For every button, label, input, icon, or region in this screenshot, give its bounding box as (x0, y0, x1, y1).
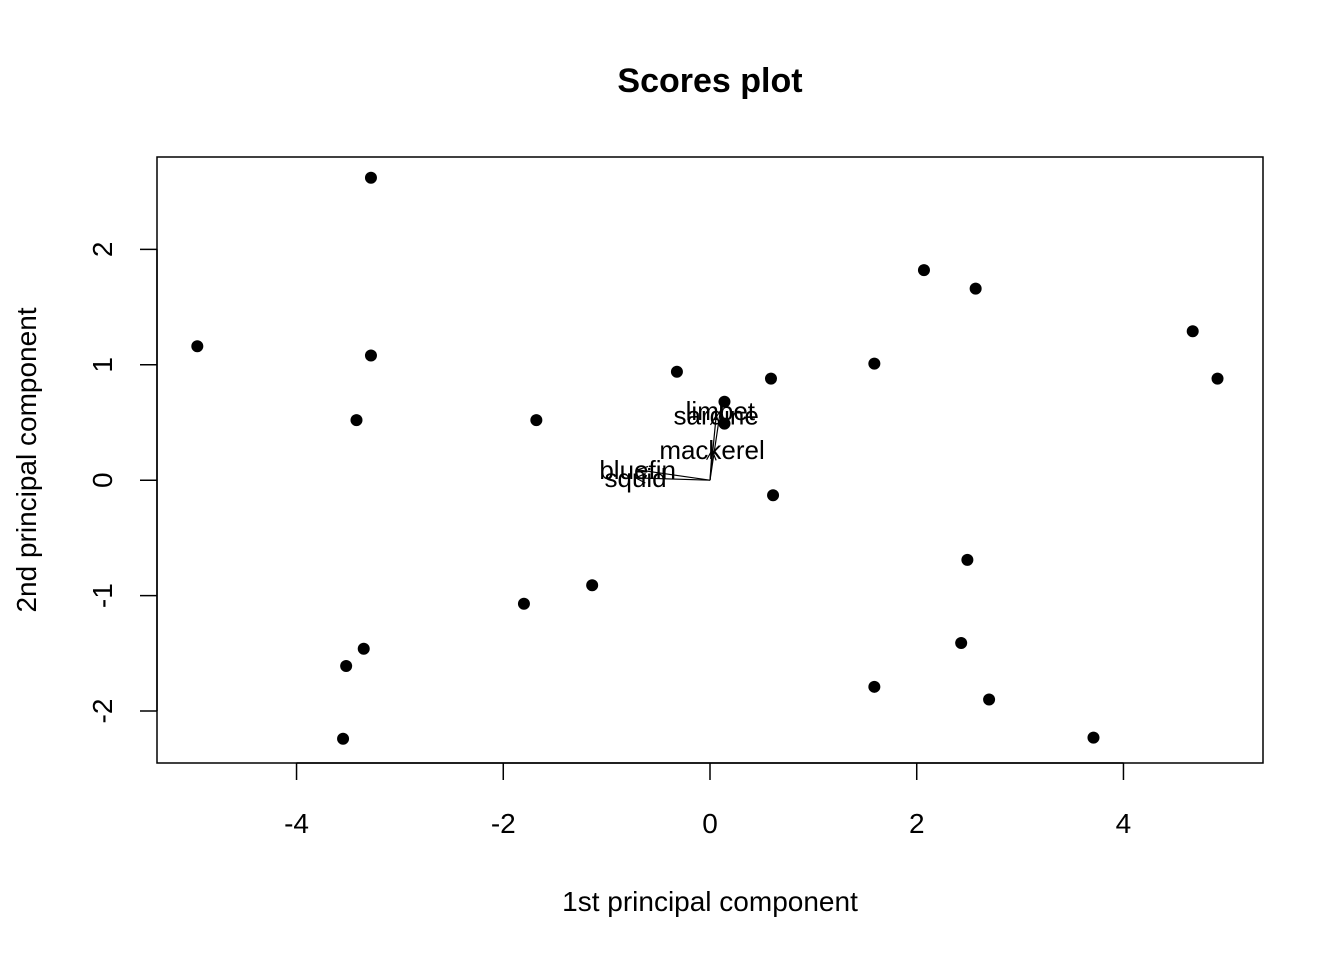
loading-label-squid: squid (604, 463, 666, 493)
score-point (767, 489, 780, 502)
score-point (868, 680, 881, 693)
score-point (530, 414, 543, 427)
score-point (917, 264, 930, 277)
score-point (718, 395, 731, 408)
loading-label-bluefin: bluefin (599, 455, 676, 485)
score-point (1087, 731, 1100, 744)
y-tick-label: 2 (87, 242, 118, 258)
score-points (191, 171, 1224, 745)
x-axis: -4 -2 0 2 4 (284, 762, 1132, 839)
score-point (364, 171, 377, 184)
y-axis: -2 -1 0 1 2 (87, 242, 158, 724)
score-point (961, 553, 974, 566)
score-point (955, 636, 968, 649)
y-tick-label: 0 (87, 472, 118, 488)
score-point (364, 349, 377, 362)
x-tick-label: -4 (284, 808, 309, 839)
x-tick-label: 4 (1116, 808, 1132, 839)
loading-arrow-mackerel (709, 450, 713, 481)
score-point (718, 417, 731, 430)
score-point (983, 693, 996, 706)
x-axis-label: 1st principal component (562, 886, 858, 917)
x-tick-label: -2 (491, 808, 516, 839)
chart-title: Scores plot (617, 62, 802, 100)
x-tick-label: 0 (702, 808, 718, 839)
loading-label-mackerel: mackerel (659, 435, 764, 465)
score-point (586, 579, 599, 592)
loading-arrow-bluefin (637, 469, 711, 481)
score-point (868, 357, 881, 370)
score-point (969, 282, 982, 295)
score-point (670, 365, 683, 378)
score-point (764, 372, 777, 385)
loading-arrow-squid (635, 477, 711, 481)
loading-arrowhead-squid (634, 472, 646, 484)
score-point (340, 660, 353, 673)
score-point (357, 642, 370, 655)
loading-arrowhead-mackerel (706, 448, 717, 461)
loading-label-sardine: sardine (674, 401, 759, 431)
y-tick-label: -2 (87, 699, 118, 724)
y-tick-label: 1 (87, 357, 118, 373)
score-point (350, 414, 363, 427)
score-point (337, 732, 350, 745)
x-tick-label: 2 (909, 808, 925, 839)
score-point (517, 597, 530, 610)
score-point (1186, 325, 1199, 338)
y-tick-label: -1 (87, 583, 118, 608)
score-point (191, 340, 204, 353)
score-point (1211, 372, 1224, 385)
y-axis-label: 2nd principal component (11, 307, 42, 612)
